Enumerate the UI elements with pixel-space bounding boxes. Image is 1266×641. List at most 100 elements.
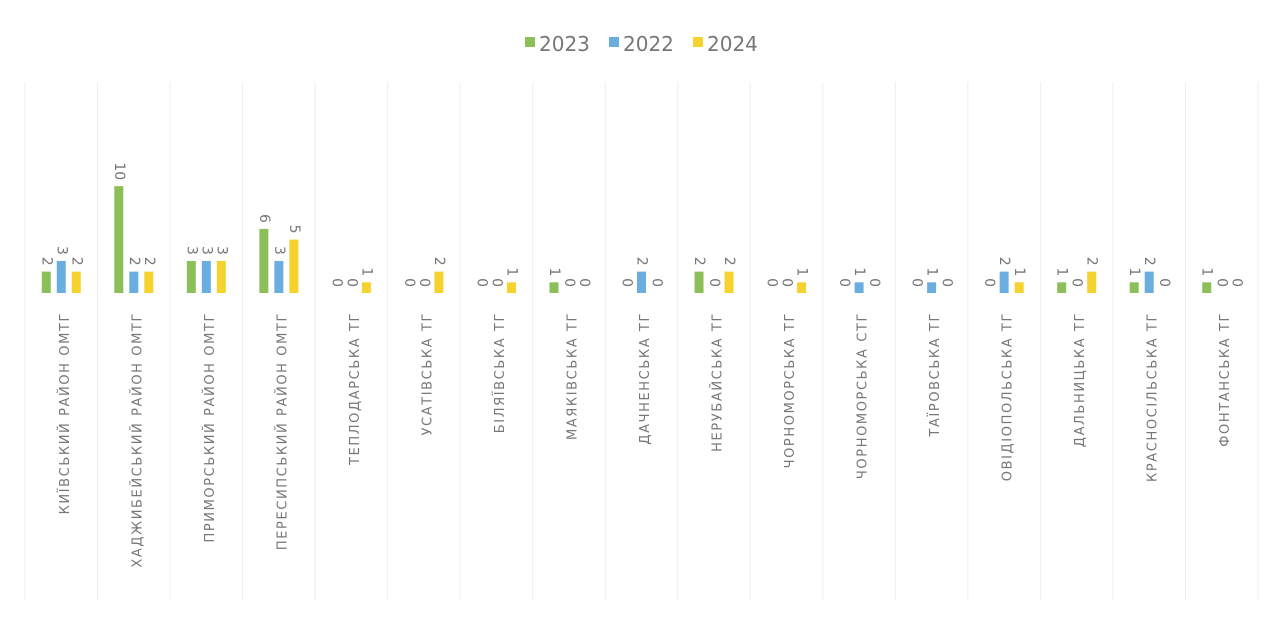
value-label: 1 <box>1126 267 1142 276</box>
bar <box>1014 282 1024 293</box>
value-label: 0 <box>576 278 592 287</box>
value-label: 3 <box>198 246 214 255</box>
value-label: 0 <box>981 278 997 287</box>
x-tick-label: ТЕПЛОДАРСЬКА ТГ <box>348 312 363 466</box>
bar <box>1144 271 1154 293</box>
value-label: 3 <box>53 246 69 255</box>
bar <box>1202 282 1212 293</box>
value-label: 0 <box>328 278 344 287</box>
x-tick-label: НЕРУБАЙСЬКА ТГ <box>710 312 726 452</box>
x-tick-label: УСАТІВСЬКА ТГ <box>420 312 435 436</box>
value-label: 0 <box>866 278 882 287</box>
bar <box>1057 282 1067 293</box>
value-label: 2 <box>141 257 157 266</box>
legend-label: 2022 <box>623 32 674 56</box>
value-label: 1 <box>1054 267 1070 276</box>
value-label: 10 <box>111 162 127 180</box>
value-label: 0 <box>561 278 577 287</box>
value-label: 2 <box>1084 257 1100 266</box>
value-label: 0 <box>488 278 504 287</box>
legend-label: 2024 <box>707 32 758 56</box>
x-tick-label: ОВІДІОПОЛЬСЬКА ТГ <box>1001 312 1016 481</box>
value-label: 3 <box>271 246 287 255</box>
bar <box>274 260 284 293</box>
value-label: 0 <box>939 278 955 287</box>
bar <box>56 260 66 293</box>
legend-swatch <box>609 37 619 47</box>
legend-swatch <box>693 37 703 47</box>
bar <box>434 271 444 293</box>
bar <box>1087 271 1097 293</box>
value-label: 2 <box>38 257 54 266</box>
value-label: 1 <box>503 267 519 276</box>
value-label: 2 <box>431 257 447 266</box>
bar <box>144 271 154 293</box>
bar <box>999 271 1009 293</box>
value-label: 0 <box>343 278 359 287</box>
value-label: 5 <box>286 225 302 234</box>
bar <box>361 282 371 293</box>
value-label: 0 <box>619 278 635 287</box>
bar <box>186 260 196 293</box>
x-tick-label: ХАДЖИБЕЙСЬКИЙ РАЙОН ОМТГ <box>129 312 145 568</box>
x-tick-label: ТАЇРОВСЬКА ТГ <box>927 312 943 438</box>
legend-label: 2023 <box>539 32 590 56</box>
value-label: 1 <box>358 267 374 276</box>
value-label: 0 <box>401 278 417 287</box>
value-label: 2 <box>126 257 142 266</box>
value-label: 6 <box>256 214 272 223</box>
bar <box>637 271 646 293</box>
value-label: 0 <box>909 278 925 287</box>
value-label: 0 <box>1229 278 1245 287</box>
value-label: 0 <box>649 278 665 287</box>
value-label: 0 <box>764 278 780 287</box>
bar <box>694 271 704 293</box>
value-label: 0 <box>706 278 722 287</box>
value-label: 1 <box>794 267 810 276</box>
bar <box>71 271 81 293</box>
bar <box>259 228 269 293</box>
value-label: 2 <box>1141 257 1157 266</box>
value-label: 0 <box>836 278 852 287</box>
x-tick-label: ЧОРНОМОРСЬКА ТГ <box>783 312 798 468</box>
value-label: 0 <box>473 278 489 287</box>
value-label: 2 <box>721 257 737 266</box>
bar <box>216 260 226 293</box>
bar <box>854 282 864 293</box>
value-label: 1 <box>924 267 940 276</box>
bar <box>201 260 211 293</box>
legend-swatch <box>525 37 535 47</box>
x-tick-label: ЧОРНОМОРСЬКА СТГ <box>856 312 871 479</box>
value-label: 0 <box>1214 278 1230 287</box>
x-tick-label: ПЕРЕСИПСЬКИЙ РАЙОН ОМТГ <box>274 312 290 550</box>
bar <box>129 271 139 293</box>
value-label: 2 <box>634 257 650 266</box>
value-label: 0 <box>779 278 795 287</box>
value-label: 3 <box>213 246 229 255</box>
bar <box>797 282 807 293</box>
x-tick-label: БІЛЯЇВСЬКА ТГ <box>492 312 508 433</box>
bar <box>41 271 51 293</box>
x-tick-label: ФОНТАНСЬКА ТГ <box>1218 312 1233 447</box>
x-tick-label: МАЯКІВСЬКА ТГ <box>565 312 580 440</box>
value-label: 2 <box>996 257 1012 266</box>
x-tick-label: ДАЛЬНИЦЬКА ТГ <box>1073 312 1088 447</box>
bar <box>114 186 124 293</box>
value-label: 1 <box>1199 267 1215 276</box>
value-label: 2 <box>68 257 84 266</box>
bar <box>289 239 299 293</box>
x-tick-label: КИЇВСЬКИЙ РАЙОН ОМТГ <box>57 312 73 514</box>
value-label: 0 <box>1069 278 1085 287</box>
value-label: 0 <box>1156 278 1172 287</box>
value-label: 0 <box>416 278 432 287</box>
value-label: 1 <box>1011 267 1027 276</box>
value-label: 3 <box>183 246 199 255</box>
x-tick-label: ПРИМОРСЬКИЙ РАЙОН ОМТГ <box>202 312 218 543</box>
bar <box>1129 282 1139 293</box>
bar <box>927 282 937 293</box>
bar <box>549 282 559 293</box>
x-tick-label: КРАСНОСІЛЬСЬКА ТГ <box>1146 312 1161 482</box>
bar <box>506 282 516 293</box>
